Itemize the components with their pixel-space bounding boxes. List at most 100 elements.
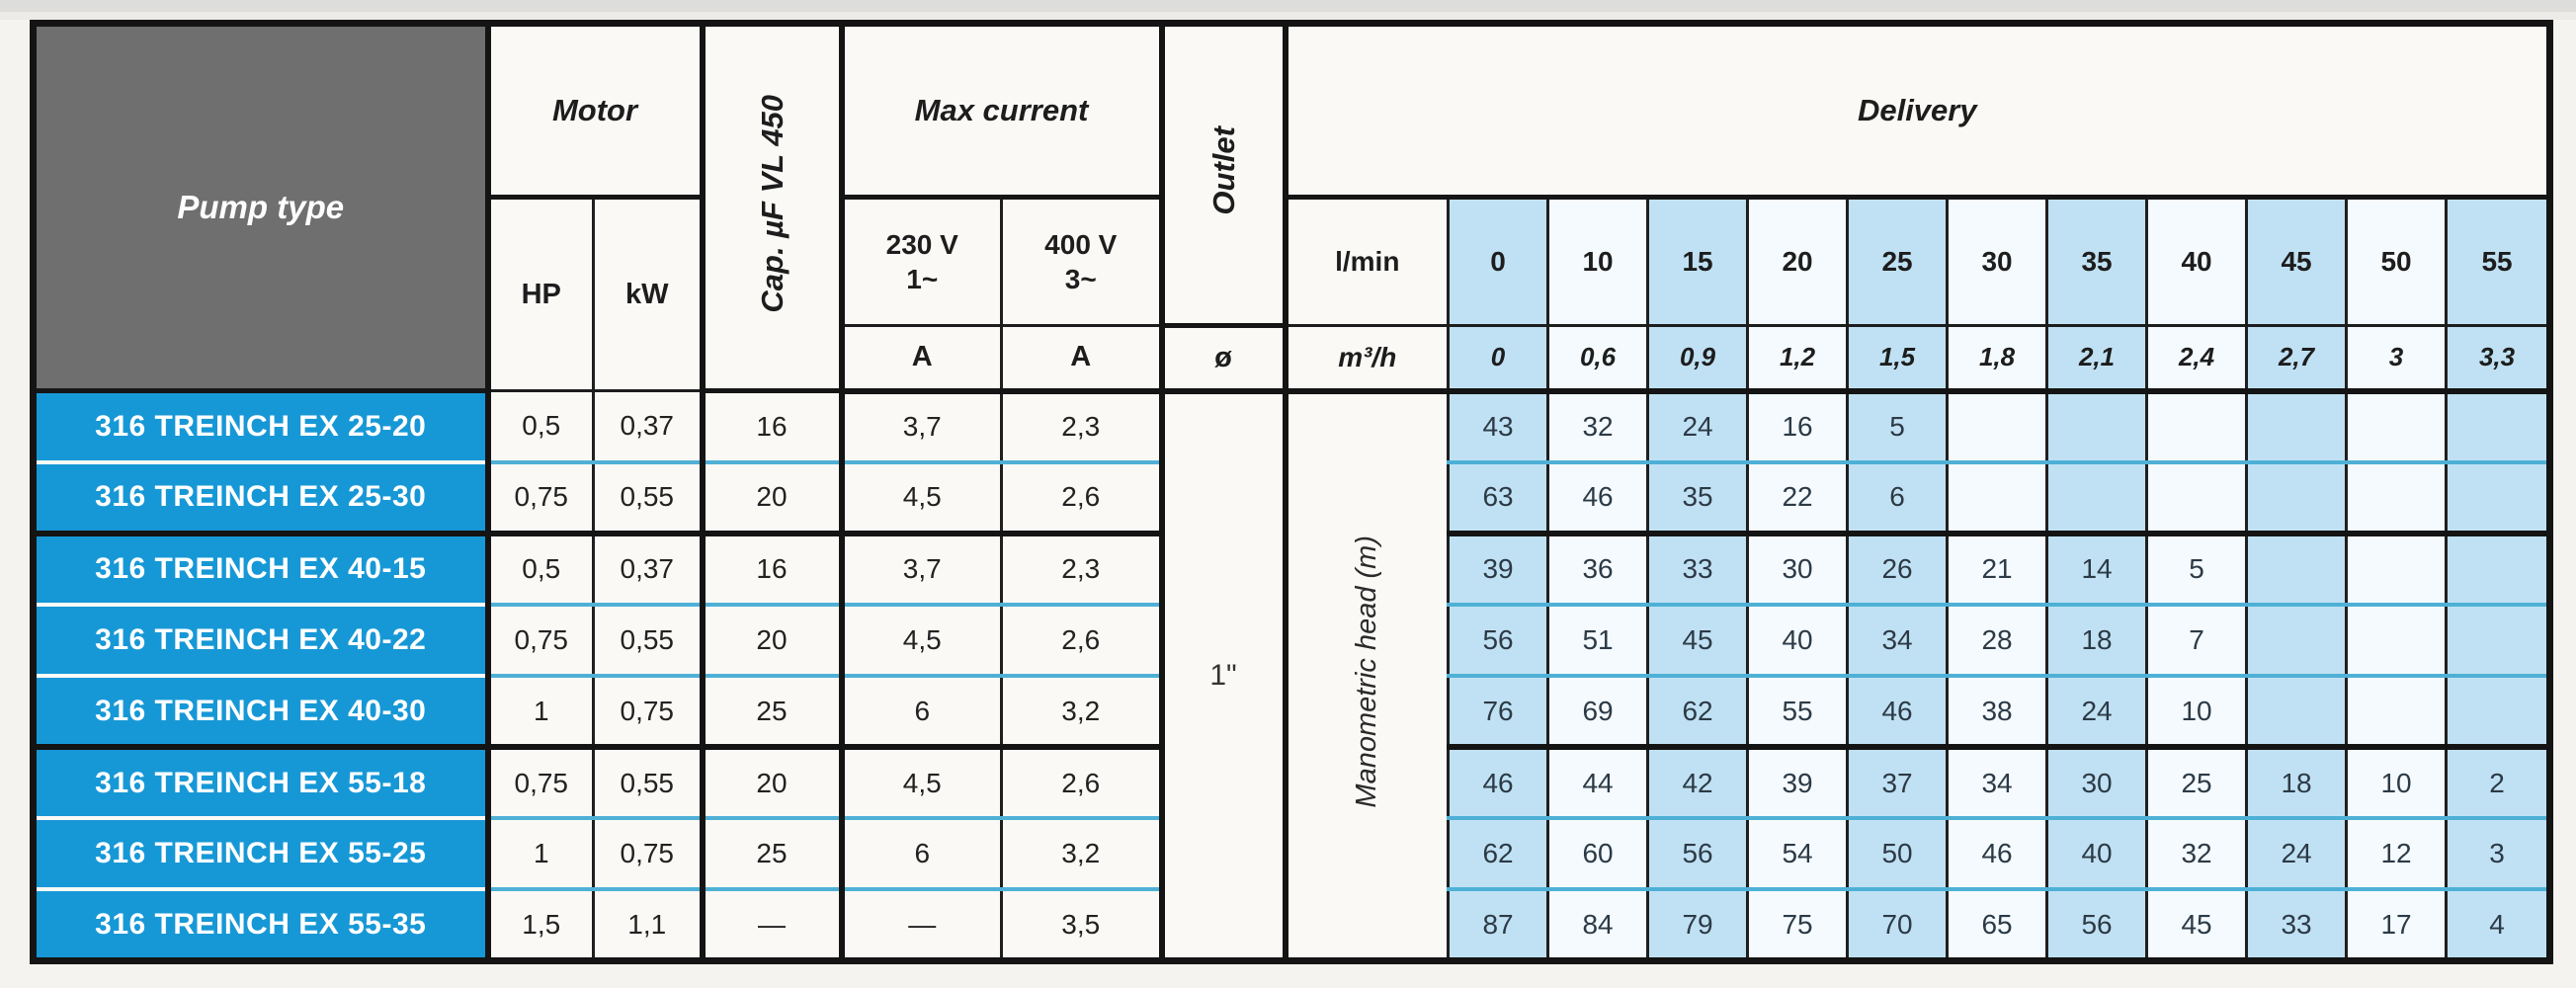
delivery-lmin-col-20: 20: [1746, 197, 1848, 327]
delivery-lmin-col-30: 30: [1946, 197, 2047, 327]
delivery-value-cell: [2245, 461, 2347, 536]
current-400v-cell: 2,6: [999, 461, 1162, 536]
delivery-value-cell: 25: [2145, 747, 2247, 821]
voltage-230-phase: 1~: [906, 264, 939, 294]
current-400v-cell: 2,6: [999, 604, 1162, 679]
delivery-lmin-col-0: 0: [1447, 197, 1548, 327]
header-row-units-top: HP kW 230 V 1~ 400 V 3~ l/min 0 10 15 20 25 30 3…: [34, 197, 2550, 392]
delivery-header: Delivery: [1282, 23, 2550, 200]
delivery-m3h-col-6: 2,1: [2045, 325, 2147, 394]
delivery-value-cell: 51: [1546, 604, 1648, 679]
delivery-value-cell: 46: [1846, 676, 1948, 751]
capacitor-cell: 25: [699, 818, 842, 892]
voltage-400-phase: 3~: [1064, 264, 1097, 294]
delivery-value-cell: 10: [2345, 747, 2447, 821]
header-row-sections: Pump type Motor Cap. µF VL 450 Max curre…: [32, 23, 2550, 393]
delivery-value-cell: 46: [1946, 818, 2047, 892]
delivery-value-cell: 63: [1447, 461, 1548, 536]
delivery-value-cell: [2345, 533, 2447, 607]
delivery-value-cell: 70: [1846, 889, 1948, 964]
delivery-m3h-col-4: 1,5: [1846, 325, 1948, 394]
delivery-lmin-col-10: 10: [1546, 197, 1648, 327]
outlet-header: Outlet: [1158, 23, 1286, 328]
delivery-value-cell: [2345, 604, 2447, 679]
table-row: 316 TREINCH EX 55-35 1,5 1,1— —3,5 87 84 79 75 7…: [32, 889, 2550, 964]
current-230v-cell: 4,5: [838, 747, 1002, 821]
delivery-value-cell: 5: [2145, 533, 2247, 607]
delivery-lmin-col-25: 25: [1846, 197, 1948, 327]
delivery-value-cell: 34: [1946, 747, 2047, 821]
delivery-value-cell: 16: [1746, 390, 1848, 464]
pump-name-cell: 316 TREINCH EX 25-30: [32, 461, 488, 536]
current-230v-cell: 6: [838, 676, 1002, 751]
table-row: 316 TREINCH EX 55-25 1 0,75 25 6 3,2 62 60 56 54 5…: [32, 818, 2550, 892]
kw-cell: 0,55: [592, 604, 703, 679]
kw-cell: 0,37: [592, 533, 703, 607]
delivery-value-cell: 24: [1646, 390, 1748, 464]
delivery-lmin-col-15: 15: [1646, 197, 1748, 327]
hp-cell: 1: [484, 676, 594, 751]
delivery-value-cell: 54: [1746, 818, 1848, 892]
delivery-lmin-col-45: 45: [2245, 197, 2347, 327]
delivery-value-cell: 37: [1846, 747, 1948, 821]
kw-cell: 0,55: [592, 461, 703, 536]
delivery-value-cell: 24: [2045, 676, 2147, 751]
delivery-value-cell: 42: [1646, 747, 1748, 821]
amp-230-header: A: [838, 325, 1002, 394]
delivery-m3h-col-8: 2,7: [2245, 325, 2347, 394]
delivery-value-cell: 12: [2345, 818, 2447, 892]
delivery-value-cell: [2245, 390, 2347, 464]
capacitor-cell: —: [699, 889, 842, 964]
table-row: 316 TREINCH EX 25-20 0,5 0,37 16 3,7 2,3 1" Man…: [32, 390, 2550, 963]
current-230v-cell: 4,5: [838, 604, 1002, 679]
delivery-value-cell: 40: [2045, 818, 2147, 892]
delivery-value-cell: [2345, 676, 2447, 751]
current-230v-cell: 3,7: [838, 390, 1002, 464]
delivery-m3h-col-2: 0,9: [1646, 325, 1748, 394]
delivery-value-cell: 55: [1746, 676, 1848, 751]
delivery-lmin-col-40: 40: [2145, 197, 2247, 327]
delivery-value-cell: 36: [1546, 533, 1648, 607]
delivery-value-cell: 35: [1646, 461, 1748, 536]
scan-artifact-top-band-light: [0, 12, 2576, 20]
voltage-400-header: 400 V 3~: [999, 197, 1162, 327]
delivery-value-cell: 84: [1546, 889, 1648, 964]
capacitor-header: Cap. µF VL 450: [699, 23, 842, 393]
delivery-value-cell: 30: [2045, 747, 2147, 821]
current-230v-cell: 6: [838, 818, 1002, 892]
pump-name-cell: 316 TREINCH EX 55-35: [32, 889, 488, 964]
capacitor-cell: 16: [699, 390, 842, 464]
delivery-value-cell: 69: [1546, 676, 1648, 751]
delivery-value-cell: 56: [1447, 604, 1548, 679]
table-row: 316 TREINCH EX 25-30 0,75 0,55 20 4,5 2,6 63 46…: [32, 461, 2550, 536]
pump-specs-table: Pump type Motor Cap. µF VL 450 Max curre…: [30, 20, 2554, 964]
delivery-m3h-col-5: 1,8: [1946, 325, 2047, 394]
delivery-value-cell: 21: [1946, 533, 2047, 607]
delivery-m3h-col-10: 3,3: [2445, 325, 2550, 394]
hp-cell: 0,75: [484, 604, 594, 679]
capacitor-cell: 20: [699, 747, 842, 821]
delivery-value-cell: 24: [2245, 818, 2347, 892]
capacitor-cell: 16: [699, 533, 842, 607]
hp-cell: 1,5: [484, 889, 594, 964]
delivery-value-cell: [2445, 533, 2550, 607]
delivery-value-cell: 3: [2445, 818, 2550, 892]
delivery-value-cell: [2045, 390, 2147, 464]
delivery-value-cell: 45: [1646, 604, 1748, 679]
delivery-value-cell: 18: [2245, 747, 2347, 821]
delivery-lmin-col-35: 35: [2045, 197, 2147, 327]
delivery-value-cell: [1946, 390, 2047, 464]
delivery-value-cell: 65: [1946, 889, 2047, 964]
delivery-value-cell: 40: [1746, 604, 1848, 679]
pump-name-cell: 316 TREINCH EX 40-30: [32, 676, 488, 751]
delivery-value-cell: 30: [1746, 533, 1848, 607]
delivery-value-cell: 14: [2045, 533, 2147, 607]
pump-name-cell: 316 TREINCH EX 55-25: [32, 818, 488, 892]
delivery-value-cell: 62: [1646, 676, 1748, 751]
scan-artifact-top-band: [0, 0, 2576, 12]
manometric-head-label: Manometric head (m): [1351, 535, 1383, 808]
delivery-value-cell: 4: [2445, 889, 2550, 964]
delivery-value-cell: [2045, 461, 2147, 536]
delivery-value-cell: 5: [1846, 390, 1948, 464]
pump-name-cell: 316 TREINCH EX 25-20: [32, 390, 488, 464]
